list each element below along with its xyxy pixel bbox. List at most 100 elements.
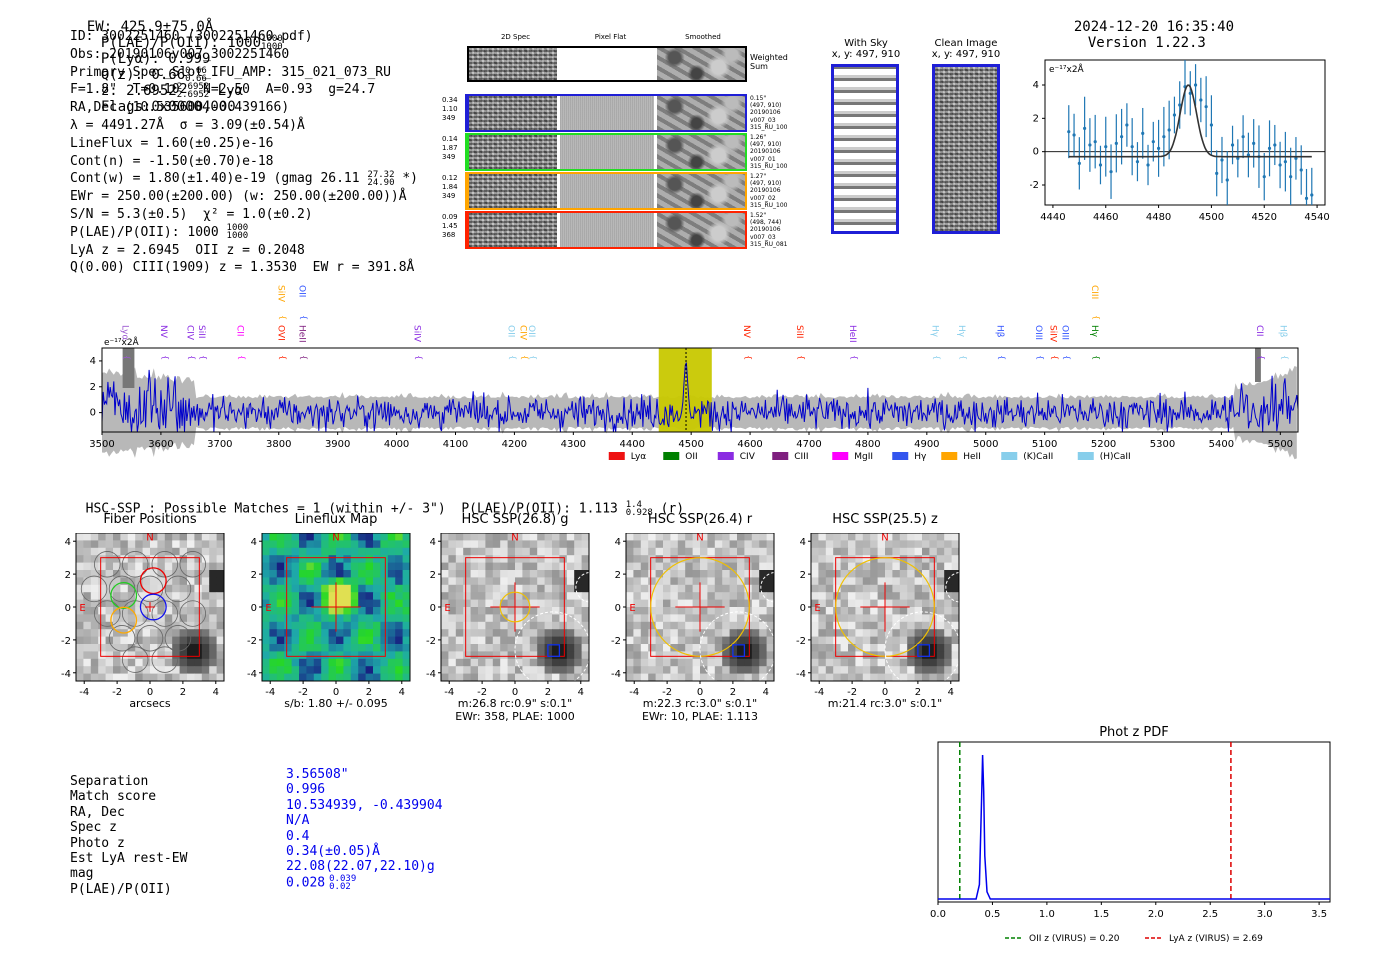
image-pixel bbox=[700, 562, 708, 571]
plot-frame bbox=[937, 741, 1331, 903]
image-pixel bbox=[663, 592, 671, 601]
image-pixel bbox=[90, 599, 99, 608]
spectral-line-brace: { bbox=[279, 315, 288, 320]
image-pixel bbox=[714, 607, 723, 615]
image-pixel bbox=[209, 555, 218, 564]
lineflux-pixel bbox=[387, 644, 396, 652]
image-pixel bbox=[759, 666, 768, 675]
x-tick-label: 4100 bbox=[443, 439, 468, 450]
image-pixel bbox=[194, 607, 203, 615]
image-pixel bbox=[500, 621, 509, 630]
image-pixel bbox=[899, 555, 908, 564]
lineflux-pixel bbox=[284, 533, 293, 541]
lineflux-pixel bbox=[358, 533, 367, 541]
match-values: 3.56508" 0.996 10.534939, -0.439904 N/A 0.4 0… bbox=[286, 767, 443, 891]
image-pixel bbox=[113, 555, 121, 564]
image-pixel bbox=[201, 599, 210, 608]
image-pixel bbox=[885, 673, 893, 682]
image-pixel bbox=[848, 570, 856, 578]
match-marker bbox=[917, 644, 931, 657]
image-pixel bbox=[922, 651, 930, 660]
image-pixel bbox=[766, 636, 775, 645]
image-pixel bbox=[113, 644, 121, 652]
image-pixel bbox=[714, 621, 723, 630]
image-pixel bbox=[914, 666, 923, 675]
legend-label: (H)CaII bbox=[1100, 452, 1131, 462]
image-pixel bbox=[179, 599, 188, 608]
image-pixel bbox=[529, 533, 538, 541]
spectral-line-brace: { bbox=[1257, 355, 1266, 360]
data-point bbox=[1088, 143, 1092, 147]
image-pixel bbox=[157, 636, 166, 645]
image-pixel bbox=[544, 673, 553, 682]
image-pixel bbox=[150, 629, 158, 638]
image-pixel bbox=[677, 621, 686, 630]
lineflux-pixel bbox=[365, 533, 374, 541]
image-pixel bbox=[470, 651, 479, 660]
image-pixel bbox=[76, 547, 84, 556]
image-pixel bbox=[492, 607, 501, 615]
image-pixel bbox=[515, 614, 523, 623]
lineflux-pixel bbox=[306, 599, 315, 608]
image-pixel bbox=[885, 562, 893, 571]
image-pixel bbox=[670, 592, 679, 601]
spec2d-row-meta: v007_01 bbox=[750, 155, 776, 163]
image-pixel bbox=[840, 577, 849, 586]
image-pixel bbox=[663, 651, 671, 660]
image-pixel bbox=[677, 599, 686, 608]
image-pixel bbox=[914, 614, 923, 623]
image-pixel bbox=[751, 540, 760, 549]
image-pixel bbox=[581, 540, 590, 549]
spec2d-row-meta: v007_03 bbox=[750, 116, 776, 124]
image-pixel bbox=[722, 658, 731, 667]
fiber-circle-orange bbox=[110, 606, 138, 634]
lineflux-pixel bbox=[358, 658, 367, 667]
lineflux-pixel bbox=[291, 592, 300, 601]
image-pixel bbox=[892, 621, 901, 630]
image-pixel bbox=[922, 621, 930, 630]
lineflux-pixel bbox=[276, 651, 285, 660]
spectral-line-label: CIV bbox=[517, 325, 527, 341]
lineflux-pixel bbox=[336, 658, 344, 667]
image-pixel bbox=[929, 570, 938, 578]
lineflux-pixel bbox=[395, 673, 404, 682]
image-pixel bbox=[825, 621, 834, 630]
image-pixel bbox=[76, 621, 84, 630]
image-pixel bbox=[164, 673, 173, 682]
image-pixel bbox=[566, 621, 575, 630]
image-pixel bbox=[90, 570, 99, 578]
image-pixel bbox=[685, 584, 694, 593]
image-pixel bbox=[566, 533, 575, 541]
lineflux-pixel bbox=[321, 570, 330, 578]
image-pixel bbox=[663, 644, 671, 652]
image-pixel bbox=[929, 636, 938, 645]
image-pixel bbox=[172, 577, 181, 586]
image-pixel bbox=[877, 651, 886, 660]
image-pixel bbox=[172, 584, 181, 593]
lineflux-pixel bbox=[343, 636, 352, 645]
image-pixel bbox=[714, 651, 723, 660]
lineflux-pixel bbox=[336, 577, 344, 586]
image-pixel bbox=[892, 614, 901, 623]
lineflux-pixel bbox=[299, 570, 307, 578]
image-pixel bbox=[663, 658, 671, 667]
image-pixel bbox=[559, 658, 568, 667]
image-pixel bbox=[899, 673, 908, 682]
image-pixel bbox=[670, 547, 679, 556]
image-pixel bbox=[127, 666, 136, 675]
lineflux-pixel bbox=[350, 562, 359, 571]
image-pixel bbox=[574, 584, 583, 593]
y-tick-label: 0 bbox=[65, 603, 71, 614]
image-pixel bbox=[663, 555, 671, 564]
image-pixel bbox=[655, 651, 664, 660]
image-pixel bbox=[515, 607, 523, 615]
lineflux-pixel bbox=[387, 562, 396, 571]
legend-swatch bbox=[1001, 452, 1018, 460]
image-pixel bbox=[194, 599, 203, 608]
neighbor-circle bbox=[760, 571, 790, 603]
lineflux-pixel bbox=[284, 577, 293, 586]
image-pixel bbox=[581, 555, 590, 564]
image-pixel bbox=[492, 547, 501, 556]
image-pixel bbox=[500, 540, 509, 549]
image-pixel bbox=[936, 666, 945, 675]
